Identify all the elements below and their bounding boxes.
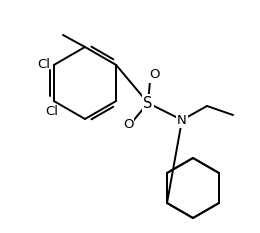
Text: S: S xyxy=(143,96,153,110)
Text: O: O xyxy=(123,119,133,131)
Text: Cl: Cl xyxy=(37,58,50,72)
Text: Cl: Cl xyxy=(45,105,58,118)
Text: O: O xyxy=(149,69,159,82)
Text: N: N xyxy=(177,113,187,127)
